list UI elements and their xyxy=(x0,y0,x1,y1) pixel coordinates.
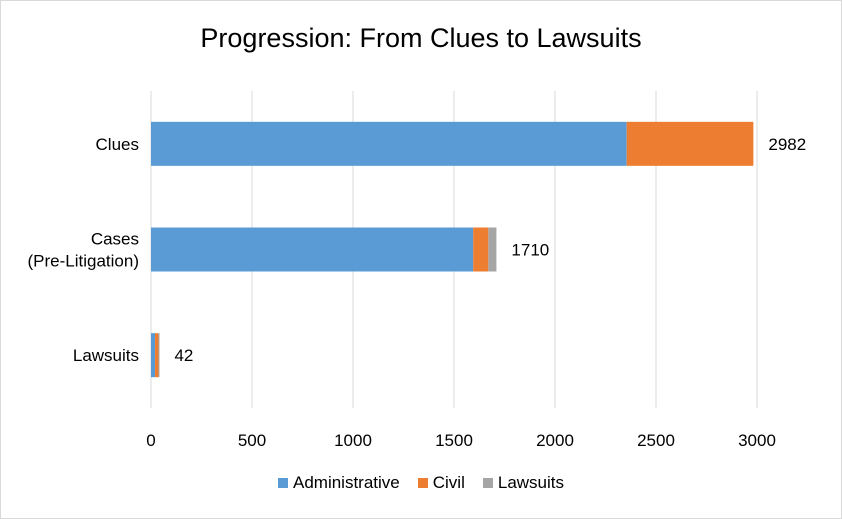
bar-administrative-0 xyxy=(151,121,627,166)
x-tick-label-2000: 2000 xyxy=(536,431,574,450)
legend-swatch-lawsuits xyxy=(482,478,493,488)
legend-label-civil: Civil xyxy=(432,473,465,492)
x-tick-label-3000: 3000 xyxy=(738,431,776,450)
legend-item-administrative: Administrative xyxy=(277,473,400,493)
bar-administrative-1 xyxy=(151,227,474,272)
bar-lawsuits-1 xyxy=(488,227,497,272)
chart-legend: Administrative Civil Lawsuits xyxy=(1,473,841,493)
chart-title: Progression: From Clues to Lawsuits xyxy=(200,23,642,53)
data-label-total-2: 42 xyxy=(174,346,193,365)
x-tick-label-1000: 1000 xyxy=(334,431,372,450)
y-category-label-1-1: (Pre-Litigation) xyxy=(28,252,140,271)
x-tick-label-500: 500 xyxy=(238,431,266,450)
legend-swatch-civil xyxy=(417,478,428,488)
x-tick-label-0: 0 xyxy=(146,431,155,450)
y-category-label-1-0: Cases xyxy=(91,230,139,249)
y-category-label-0-0: Clues xyxy=(96,135,139,154)
x-tick-label-1500: 1500 xyxy=(435,431,473,450)
legend-label-administrative: Administrative xyxy=(292,473,400,492)
legend-item-lawsuits: Lawsuits xyxy=(482,473,564,493)
data-label-total-0: 2982 xyxy=(768,135,806,154)
bar-lawsuits-2 xyxy=(158,333,160,378)
bar-civil-2 xyxy=(155,333,159,378)
x-tick-label-2500: 2500 xyxy=(637,431,675,450)
bar-civil-0 xyxy=(626,121,754,166)
legend-item-civil: Civil xyxy=(417,473,465,493)
legend-label-lawsuits: Lawsuits xyxy=(497,473,564,492)
legend-swatch-administrative xyxy=(277,478,288,488)
bar-administrative-2 xyxy=(151,333,156,378)
bar-civil-1 xyxy=(473,227,489,272)
chart-plot-area: 0 500 1000 1500 2000 2500 3000 2982 Clues 1710 Cas… xyxy=(28,91,806,450)
y-category-label-2-0: Lawsuits xyxy=(73,346,139,365)
data-label-total-1: 1710 xyxy=(511,241,549,260)
